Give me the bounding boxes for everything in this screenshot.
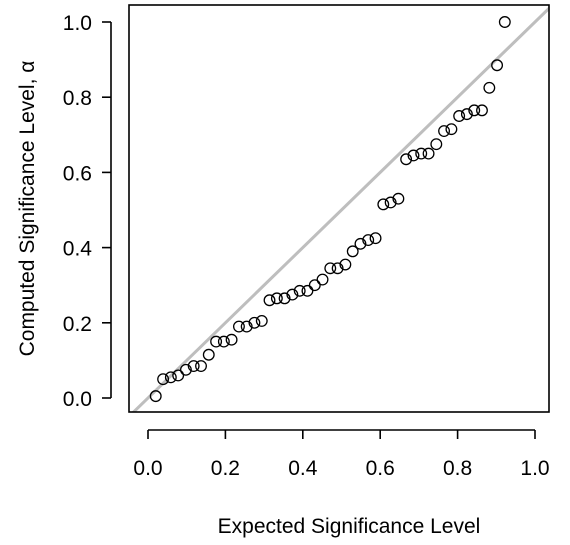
x-tick-label: 1.0 — [520, 457, 549, 480]
data-point — [384, 196, 397, 209]
data-point — [324, 262, 337, 275]
data-point — [157, 373, 170, 386]
data-point — [483, 81, 496, 94]
data-point — [445, 123, 458, 136]
data-point — [164, 371, 177, 384]
x-tick-label: 0.6 — [366, 457, 395, 480]
data-point — [149, 390, 162, 403]
data-point — [278, 292, 291, 305]
y-tick-label: 0.4 — [63, 238, 93, 261]
data-point — [476, 104, 488, 117]
data-point — [331, 262, 344, 275]
data-point — [263, 294, 276, 307]
data-point — [308, 279, 321, 292]
data-point — [438, 125, 451, 137]
data-point — [240, 320, 253, 333]
y-axis-title: Computed Significance Level, α — [16, 61, 39, 357]
data-point — [377, 198, 390, 211]
data-point — [217, 335, 230, 348]
data-point — [498, 16, 511, 28]
data-point — [460, 108, 473, 121]
data-point — [301, 284, 314, 297]
data-point — [407, 149, 420, 162]
data-point — [270, 292, 283, 305]
y-tick-label: 0.8 — [63, 87, 92, 110]
data-point — [248, 316, 261, 329]
data-point — [179, 363, 192, 376]
data-point — [346, 245, 359, 258]
y-tick-label: 0.2 — [63, 313, 92, 336]
data-point — [392, 192, 405, 205]
data-point — [430, 138, 443, 151]
y-tick-label: 1.0 — [63, 12, 92, 35]
data-point — [293, 284, 306, 297]
x-tick-label: 0.0 — [133, 457, 162, 480]
x-tick-label: 0.4 — [288, 457, 318, 480]
y-axis: 0.0 0.2 0.4 0.6 0.8 1.0 — [63, 12, 112, 411]
reference-line-layer — [131, 6, 549, 412]
x-tick-label: 0.8 — [443, 457, 472, 480]
data-point — [362, 234, 375, 247]
data-point — [422, 147, 435, 160]
data-point — [286, 288, 299, 301]
x-tick-label: 0.2 — [211, 457, 240, 480]
plot-frame — [128, 4, 550, 413]
data-point — [453, 110, 466, 122]
data-point — [468, 104, 481, 117]
data-point — [316, 273, 329, 286]
data-point — [225, 333, 238, 346]
data-point — [202, 348, 215, 361]
points-layer — [149, 16, 511, 403]
data-point — [354, 237, 367, 250]
data-point — [369, 232, 382, 245]
x-axis-title: Expected Significance Level — [218, 515, 481, 538]
reference-line — [131, 6, 549, 412]
y-tick-label: 0.0 — [63, 388, 92, 411]
data-point — [400, 153, 413, 166]
data-point — [232, 320, 245, 333]
data-point — [339, 258, 352, 271]
data-point — [210, 335, 223, 348]
x-axis: 0.0 0.2 0.4 0.6 0.8 1.0 — [133, 429, 550, 480]
data-point — [255, 314, 268, 327]
data-point — [172, 369, 185, 382]
data-point — [415, 147, 428, 160]
y-tick-label: 0.6 — [63, 162, 92, 185]
data-point — [491, 59, 504, 72]
data-point — [187, 360, 200, 372]
data-point — [195, 360, 207, 372]
